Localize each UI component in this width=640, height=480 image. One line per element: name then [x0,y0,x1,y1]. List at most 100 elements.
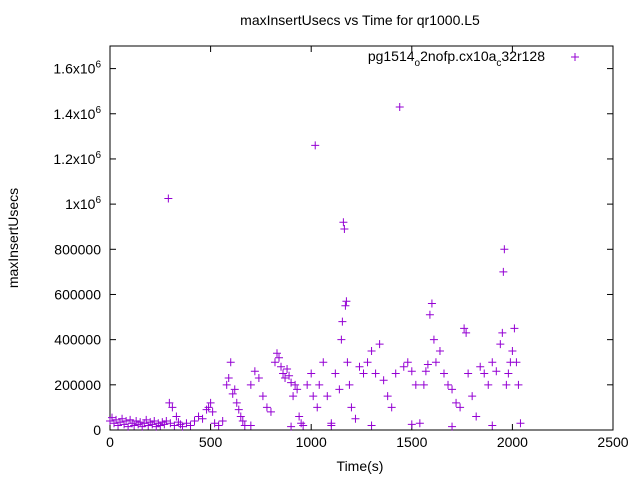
data-point [164,194,173,203]
data-point [222,380,231,389]
data-point [379,376,388,385]
data-point [275,353,284,362]
data-point [106,416,114,425]
data-point [206,398,215,407]
data-point [204,403,213,412]
data-point [170,421,179,430]
data-point [148,420,157,429]
data-point [150,416,159,425]
data-point [136,418,145,427]
data-point [407,420,416,429]
data-point [124,422,133,431]
data-point [355,362,364,371]
data-point [383,392,392,401]
data-point [508,346,517,355]
data-point [421,367,430,376]
data-point [496,340,505,349]
data-points [106,102,525,431]
data-point [407,367,416,376]
data-point [512,358,521,367]
x-axis-label: Time(s) [337,458,384,474]
data-point [444,380,453,389]
data-point [134,420,143,429]
data-point [448,385,457,394]
data-point [168,403,177,412]
data-point [281,374,290,383]
data-point [338,317,347,326]
data-point [156,421,165,430]
data-point [460,324,469,333]
data-point [232,398,241,407]
data-point [108,413,117,422]
data-point [283,365,292,374]
data-point [510,324,519,333]
data-point [323,392,332,401]
data-point [246,421,255,430]
plot-frame [109,45,614,431]
data-point [303,380,312,389]
data-point [504,369,513,378]
data-point [488,358,497,367]
data-point [339,218,348,227]
data-point [327,419,336,428]
data-point [287,378,296,387]
data-point [138,422,147,431]
data-point [403,358,412,367]
x-tick-labels: 0 500 1000 1500 2000 2500 [106,434,629,450]
data-point [277,362,286,371]
data-point [429,335,438,344]
x-tick-label: 2000 [497,434,528,450]
data-point [448,422,457,431]
y-tick-label: 0 [93,422,101,438]
data-point [411,380,420,389]
data-point [236,412,245,421]
legend: pg1514o2nofp.cx10ac32r128 [368,48,579,69]
data-point [387,403,396,412]
data-point [230,385,239,394]
y-tick-label: 400000 [54,332,101,348]
data-point [297,419,306,428]
chart-title: maxInsertUsecs vs Time for qr1000.L5 [240,12,480,28]
data-point [114,421,123,430]
data-point [198,414,207,423]
data-point [172,412,181,421]
data-point [415,419,424,428]
data-point [502,380,511,389]
data-point [480,369,489,378]
data-point [130,421,139,430]
y-tick-label: 1.6x106 [53,60,101,77]
data-point [359,369,368,378]
data-point [210,419,219,428]
data-point [154,419,163,428]
data-point [224,374,233,383]
data-point [462,328,471,337]
data-point [315,380,324,389]
data-point [226,358,235,367]
data-point [176,420,185,429]
data-point [132,416,141,425]
data-point [299,421,308,430]
data-point [295,412,304,421]
data-point [291,380,300,389]
data-point [270,358,279,367]
data-point [427,299,436,308]
data-point [371,369,380,378]
data-point [395,102,404,111]
data-point [174,418,183,427]
x-tick-label: 0 [106,434,114,450]
data-point [118,414,127,423]
data-point [112,415,121,424]
data-point [116,418,125,427]
data-point [120,420,129,429]
data-point [335,385,344,394]
y-tick-labels: 0 200000 400000 600000 800000 1x106 1.2x106 1.4… [53,60,101,438]
data-point [309,392,318,401]
data-point [337,335,346,344]
data-point [293,385,302,394]
data-point [228,389,237,398]
data-point [435,346,444,355]
data-point [347,403,356,412]
data-point [152,422,161,431]
data-point [162,416,171,425]
